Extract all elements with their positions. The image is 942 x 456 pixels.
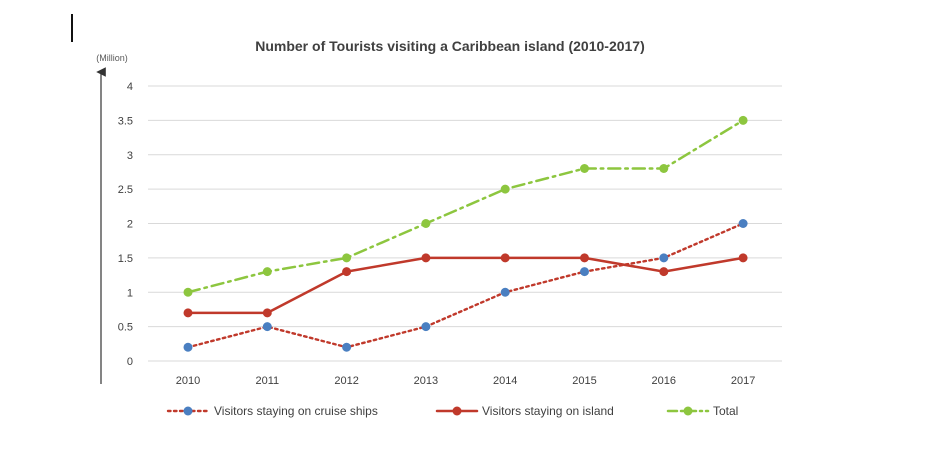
series-line	[186, 256, 745, 315]
data-point	[342, 253, 352, 263]
data-point	[580, 253, 589, 263]
data-point	[738, 253, 748, 263]
legend-swatch-marker	[683, 406, 693, 416]
data-point	[659, 164, 669, 173]
series-3	[183, 115, 748, 297]
legend-swatch-marker	[183, 406, 193, 416]
data-point	[342, 342, 352, 352]
x-tick-label: 2016	[652, 375, 676, 387]
series-2	[183, 253, 748, 318]
x-tick-label: 2010	[176, 375, 200, 387]
data-point	[659, 267, 669, 277]
data-point	[183, 342, 193, 352]
y-tick-label: 4	[127, 81, 133, 93]
x-tick-label: 2011	[255, 375, 279, 387]
x-tick-label: 2015	[572, 375, 596, 387]
data-point	[262, 308, 272, 318]
data-point	[500, 253, 510, 263]
y-tick-label: 1.5	[118, 253, 133, 265]
text-cursor	[71, 14, 73, 42]
legend-item-2: Visitors staying on island	[435, 404, 614, 418]
legend-swatch-marker	[452, 406, 462, 416]
legend-label: Visitors staying on cruise ships	[214, 404, 378, 418]
y-tick-labels: 0 0.5 1 1.5 2 2.5 3 3.5 4	[118, 81, 133, 368]
y-tick-label: 3	[127, 150, 133, 162]
legend-item-1: Visitors staying on cruise ships	[166, 404, 378, 418]
y-tick-label: 2.5	[118, 184, 133, 196]
data-point	[580, 267, 589, 277]
legend-item-3: Total	[666, 404, 738, 418]
y-tick-label: 3.5	[118, 115, 133, 127]
y-tick-label: 2	[127, 219, 133, 231]
y-axis-unit-label: (Million)	[96, 53, 128, 63]
data-point	[183, 308, 193, 318]
data-point	[580, 164, 589, 173]
series-layer	[183, 115, 748, 352]
data-point	[421, 219, 431, 228]
chart-title: Number of Tourists visiting a Caribbean …	[255, 38, 645, 54]
data-point	[262, 267, 272, 277]
data-point	[500, 287, 510, 297]
y-tick-label: 0	[127, 356, 133, 368]
data-point	[421, 253, 431, 263]
data-point	[738, 219, 748, 228]
x-tick-label: 2017	[731, 375, 755, 387]
x-tick-label: 2013	[414, 375, 438, 387]
data-point	[342, 267, 352, 277]
legend: Visitors staying on cruise ships Visitors…	[166, 404, 738, 418]
data-point	[421, 322, 431, 332]
legend-label: Total	[713, 404, 738, 418]
series-line	[186, 222, 745, 349]
y-tick-label: 0.5	[118, 322, 133, 334]
y-tick-label: 1	[127, 287, 133, 299]
data-point	[500, 184, 510, 194]
series-line	[186, 119, 745, 294]
x-tick-labels: 2010 2011 2012 2013 2014 2015 2016 2017	[176, 375, 756, 387]
data-point	[659, 253, 669, 263]
data-point	[262, 322, 272, 332]
x-tick-label: 2014	[493, 375, 517, 387]
series-1	[183, 219, 748, 352]
data-point	[183, 287, 193, 297]
legend-label: Visitors staying on island	[482, 404, 614, 418]
data-point	[738, 115, 748, 125]
x-tick-label: 2012	[334, 375, 358, 387]
gridlines	[148, 85, 782, 362]
